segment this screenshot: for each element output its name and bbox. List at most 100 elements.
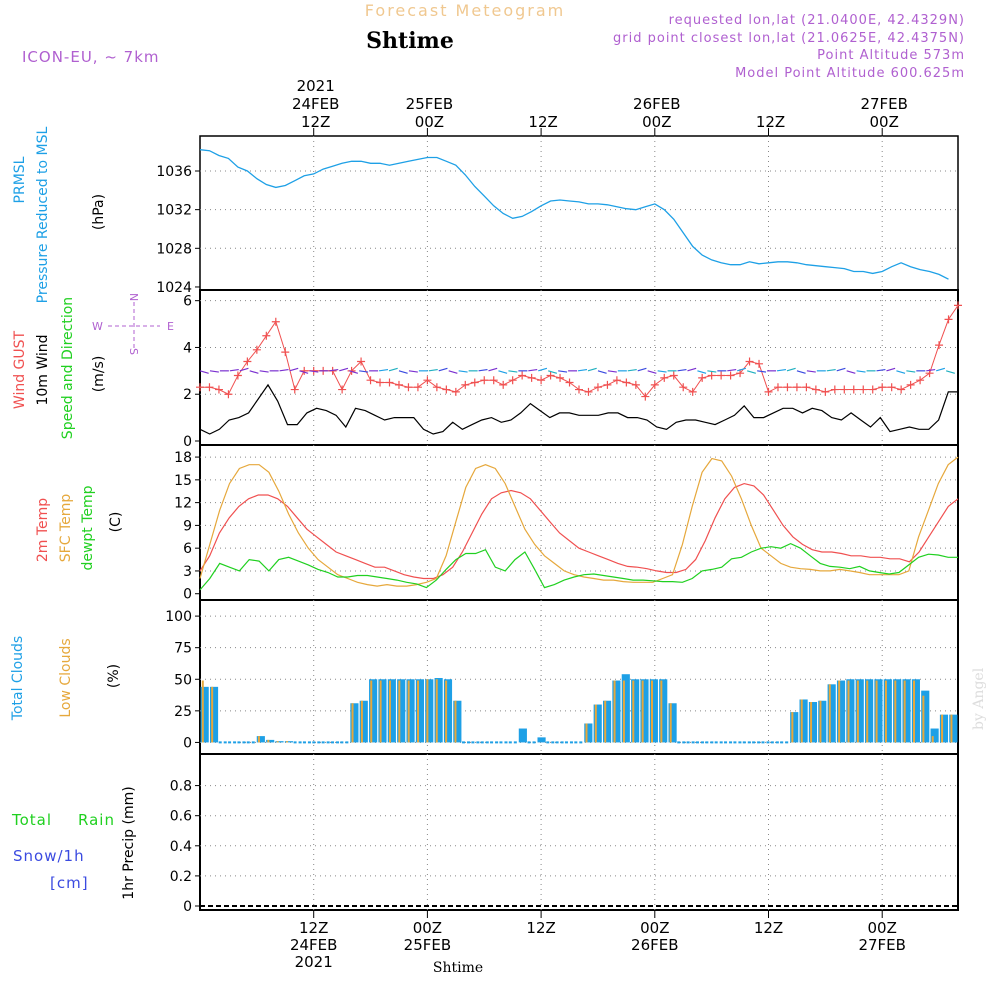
wind-gust-marker [773, 383, 782, 392]
wind-gust-marker [243, 357, 252, 366]
total-cloud-bar [818, 700, 827, 743]
label-1hr-precip: 1hr Precip (mm) [121, 786, 137, 899]
total-cloud-bar [415, 679, 424, 743]
wind-direction-arrow [558, 370, 568, 373]
wind-direction-arrow [279, 368, 289, 372]
wind-direction-arrow [388, 367, 398, 372]
wind-gust-marker [470, 378, 479, 387]
total-cloud-bar [893, 679, 902, 743]
location-title: Shtime [366, 28, 454, 54]
wind-direction-arrow [647, 370, 657, 374]
label-percent: (%) [106, 664, 122, 688]
wind-direction-arrow [488, 367, 498, 372]
total-cloud-bar [883, 679, 892, 743]
compass-e: E [167, 320, 174, 333]
wind-direction-arrow [806, 370, 816, 373]
wind-gust-marker [688, 387, 697, 396]
wind-gust-marker [442, 385, 451, 394]
total-cloud-bar [668, 703, 677, 743]
y-tick-label: 0 [183, 735, 192, 751]
bottom-date-label: 25FEB [404, 936, 451, 954]
total-cloud-bar [602, 700, 612, 743]
wind-direction-arrow [209, 370, 219, 373]
low-cloud-bar [426, 679, 429, 743]
total-cloud-bar [939, 714, 949, 743]
y-tick-label: 12 [174, 496, 192, 512]
wind-direction-arrow [876, 368, 886, 372]
label-celsius: (C) [108, 512, 124, 533]
y-tick-label: 9 [183, 518, 192, 534]
wind-gust-marker [499, 380, 508, 389]
temp-2m-line [199, 482, 959, 580]
label-dewpt-temp: dewpt Temp [80, 485, 96, 570]
wind-direction-arrow [737, 367, 747, 372]
bottom-hour-label: 00Z [640, 919, 669, 937]
total-cloud-bar [537, 737, 546, 743]
wind-gust-marker [859, 385, 868, 394]
wind-gust-marker [480, 376, 489, 385]
wind-direction-arrow [329, 368, 339, 372]
low-cloud-bar [903, 680, 906, 743]
low-cloud-bar [913, 680, 916, 743]
wind-direction-arrow [398, 370, 408, 374]
low-cloud-bar [407, 680, 410, 743]
label-ms: (m/s) [91, 356, 107, 393]
bottom-year-label: 2021 [295, 953, 333, 971]
wind-direction-arrow [856, 370, 866, 373]
wind-gust-marker [811, 385, 820, 394]
product-title: Forecast Meteogram [365, 1, 565, 20]
wind-gust-marker [906, 380, 915, 389]
wind-direction-arrow [597, 370, 607, 374]
total-cloud-bar [659, 679, 668, 743]
low-cloud-bar [360, 700, 363, 743]
label-speed-direction: Speed and Direction [60, 297, 76, 439]
wind-direction-arrow [846, 370, 856, 374]
total-cloud-bar [621, 674, 630, 743]
low-cloud-bar [791, 712, 794, 743]
low-cloud-bar [445, 680, 448, 743]
low-cloud-bar [922, 695, 925, 743]
wind-gust-marker [679, 383, 688, 392]
y-tick-label: 18 [174, 450, 192, 466]
total-cloud-bar [593, 704, 602, 743]
top-hour-label: 12Z [756, 113, 785, 131]
wind-direction-arrow [926, 368, 936, 372]
wind-gust-marker [745, 357, 754, 366]
wind-gust-marker [821, 387, 830, 396]
wind-gust-marker [897, 385, 906, 394]
wind-direction-arrow [259, 370, 269, 373]
wind-gust-marker [233, 371, 242, 380]
wind-gust-marker [252, 345, 261, 354]
wind-gust-marker [840, 385, 849, 394]
low-cloud-bar [585, 723, 588, 743]
wind-direction-arrow [607, 370, 617, 373]
bottom-hour-label: 12Z [299, 919, 328, 937]
y-tick-label: 75 [174, 641, 192, 657]
wind-gust-marker [205, 383, 214, 392]
low-cloud-bar [594, 704, 597, 743]
total-cloud-bar [827, 684, 836, 743]
low-cloud-bar [388, 680, 391, 743]
bottom-date-label: 26FEB [631, 936, 678, 954]
wind-gust-marker [413, 383, 422, 392]
y-tick-label: 0 [183, 434, 192, 450]
wind-direction-arrow [757, 370, 767, 373]
wind-gust-marker [612, 376, 621, 385]
low-cloud-bar [276, 741, 279, 743]
low-cloud-bar [950, 714, 953, 743]
y-tick-label: 50 [174, 672, 192, 688]
total-cloud-bar [350, 703, 359, 743]
wind-direction-arrow [727, 368, 737, 372]
wind-gust-marker [868, 385, 877, 394]
compass-n: N [127, 293, 140, 301]
low-cloud-bar [201, 680, 204, 743]
total-cloud-bar [846, 679, 855, 743]
wind-gust-marker [878, 383, 887, 392]
total-cloud-bar [865, 679, 874, 743]
wind-gust-marker [404, 383, 413, 392]
total-cloud-bar [453, 700, 462, 743]
low-cloud-bar [454, 700, 457, 743]
y-tick-label: 0.8 [170, 779, 192, 795]
top-date-label: 26FEB [633, 95, 680, 113]
